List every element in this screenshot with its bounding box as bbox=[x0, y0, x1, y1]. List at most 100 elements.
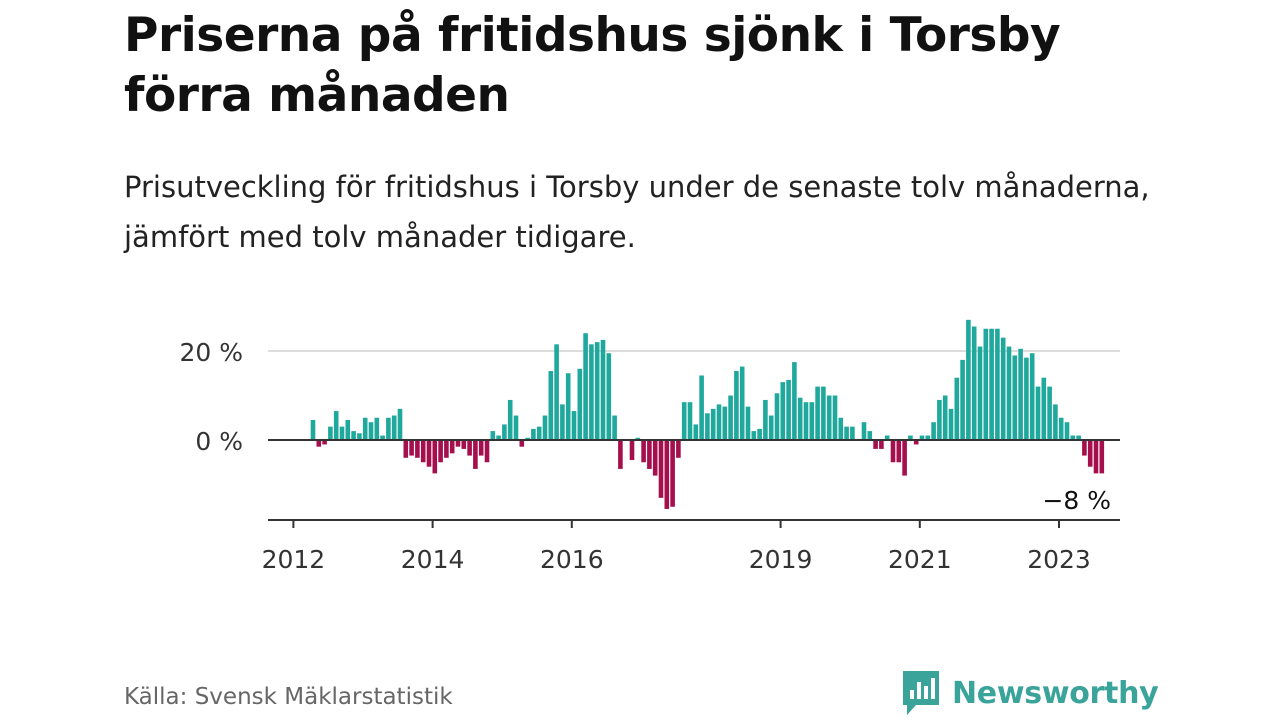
bar bbox=[803, 402, 809, 440]
bar bbox=[618, 440, 623, 469]
brand-logo: Newsworthy bbox=[900, 668, 1159, 718]
bar bbox=[960, 359, 965, 440]
bar bbox=[681, 402, 687, 440]
bar bbox=[925, 435, 931, 440]
bar bbox=[606, 353, 612, 440]
bar bbox=[1058, 417, 1064, 440]
bar bbox=[374, 417, 380, 440]
bar bbox=[913, 440, 919, 445]
bar bbox=[507, 399, 513, 440]
bar bbox=[1000, 337, 1006, 440]
bar bbox=[884, 435, 890, 440]
bar bbox=[328, 426, 333, 440]
bar bbox=[1024, 357, 1029, 440]
bar bbox=[548, 371, 554, 440]
bar bbox=[745, 406, 751, 440]
bar bbox=[867, 431, 873, 440]
bar bbox=[467, 440, 472, 456]
brand-name: Newsworthy bbox=[952, 675, 1159, 711]
bar bbox=[333, 411, 339, 440]
newsworthy-logo-icon bbox=[903, 671, 939, 715]
bar bbox=[693, 424, 699, 440]
bar bbox=[577, 368, 583, 440]
bar bbox=[861, 422, 867, 440]
bar bbox=[670, 440, 675, 507]
bar bbox=[420, 440, 426, 463]
bar bbox=[931, 422, 936, 440]
bar bbox=[438, 440, 443, 463]
bar bbox=[797, 397, 803, 440]
bar bbox=[838, 417, 844, 440]
bar bbox=[449, 440, 455, 454]
bar bbox=[629, 440, 635, 461]
bar bbox=[826, 395, 832, 440]
bar bbox=[942, 395, 948, 440]
bar bbox=[461, 440, 467, 449]
bar bbox=[1041, 377, 1047, 440]
bar bbox=[664, 440, 670, 509]
bar bbox=[432, 440, 438, 474]
source-note: Källa: Svensk Mäklarstatistik bbox=[124, 684, 453, 710]
bar bbox=[780, 382, 786, 440]
bar bbox=[1076, 435, 1081, 440]
bar bbox=[983, 328, 989, 440]
bar bbox=[734, 371, 739, 440]
bar bbox=[1053, 404, 1058, 440]
bar bbox=[792, 362, 797, 440]
bar bbox=[310, 419, 316, 440]
bar bbox=[896, 440, 902, 463]
bar bbox=[652, 440, 658, 476]
bar bbox=[948, 408, 954, 440]
bar bbox=[937, 399, 942, 440]
bar bbox=[1029, 353, 1035, 440]
bar bbox=[722, 406, 728, 440]
bar bbox=[757, 428, 762, 440]
bar bbox=[763, 399, 768, 440]
bar bbox=[1064, 422, 1070, 440]
bar bbox=[1070, 435, 1076, 440]
bar bbox=[739, 366, 745, 440]
bar bbox=[444, 440, 449, 458]
bar bbox=[641, 440, 646, 463]
axis-labels: 0 % 20 % 2012 2014 2016 2019 2021 2023 −8 % bbox=[179, 338, 1111, 574]
y-tick-label: 20 % bbox=[179, 338, 243, 367]
bar bbox=[513, 415, 519, 440]
bar bbox=[908, 435, 913, 440]
bar bbox=[1093, 440, 1099, 474]
bar bbox=[728, 395, 733, 440]
bar bbox=[768, 415, 774, 440]
bar bbox=[815, 386, 820, 440]
bar bbox=[879, 440, 884, 449]
bar bbox=[478, 440, 484, 456]
bar bbox=[612, 415, 617, 440]
chart-subtitle: Prisutveckling för fritidshus i Torsby u… bbox=[124, 170, 1150, 254]
bar bbox=[571, 411, 577, 440]
bar bbox=[525, 437, 530, 440]
bar bbox=[1099, 440, 1105, 474]
bar bbox=[455, 440, 461, 447]
bar bbox=[322, 440, 327, 445]
x-tick-label: 2021 bbox=[888, 545, 952, 574]
bar bbox=[873, 440, 878, 449]
bar bbox=[583, 333, 588, 440]
bar bbox=[409, 440, 414, 456]
axes bbox=[268, 439, 1120, 528]
bar bbox=[977, 346, 983, 440]
bar bbox=[1082, 440, 1087, 456]
bar bbox=[345, 419, 351, 440]
bar bbox=[705, 413, 710, 440]
y-tick-label: 0 % bbox=[195, 427, 243, 456]
bar bbox=[519, 440, 525, 447]
bar bbox=[902, 440, 907, 476]
x-tick-label: 2012 bbox=[262, 545, 326, 574]
bar bbox=[397, 408, 403, 440]
x-tick-label: 2019 bbox=[749, 545, 813, 574]
bar bbox=[966, 319, 971, 440]
bar bbox=[890, 440, 896, 463]
bar bbox=[832, 395, 838, 440]
bar bbox=[565, 373, 571, 440]
bar bbox=[635, 437, 641, 440]
bar bbox=[380, 435, 385, 440]
bar bbox=[774, 393, 780, 440]
